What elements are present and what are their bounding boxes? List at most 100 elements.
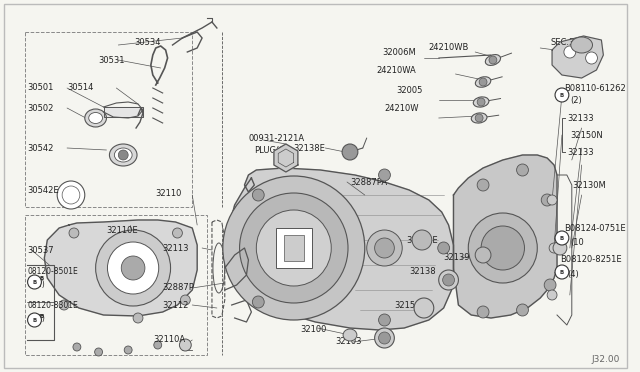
Circle shape	[69, 228, 79, 238]
Text: 30501: 30501	[28, 83, 54, 92]
Circle shape	[179, 339, 191, 351]
Text: 32110: 32110	[156, 189, 182, 198]
Circle shape	[475, 114, 483, 122]
Text: 32110A: 32110A	[153, 336, 185, 344]
Ellipse shape	[476, 77, 491, 87]
Text: 32103: 32103	[335, 337, 362, 346]
Text: 32138: 32138	[409, 267, 436, 276]
Circle shape	[412, 230, 432, 250]
Text: B: B	[33, 317, 36, 323]
Text: 32100: 32100	[301, 326, 327, 334]
Text: SEC.32B: SEC.32B	[550, 38, 586, 46]
Text: J32.00: J32.00	[591, 356, 620, 365]
Text: 32887P: 32887P	[163, 283, 195, 292]
Ellipse shape	[109, 144, 137, 166]
Text: (4): (4)	[35, 314, 45, 323]
Circle shape	[443, 274, 454, 286]
Circle shape	[73, 343, 81, 351]
Text: B: B	[560, 235, 564, 241]
Text: 08120-8501E: 08120-8501E	[28, 267, 78, 276]
Text: 32139: 32139	[444, 253, 470, 263]
Bar	[25, 32, 192, 207]
Circle shape	[95, 230, 170, 306]
Text: (2): (2)	[570, 96, 582, 105]
Bar	[276, 228, 312, 268]
Text: 32887PA: 32887PA	[350, 177, 387, 186]
Circle shape	[62, 186, 80, 204]
Ellipse shape	[84, 109, 106, 127]
Circle shape	[516, 304, 529, 316]
Bar	[116, 252, 150, 284]
Ellipse shape	[485, 55, 500, 65]
Circle shape	[544, 279, 556, 291]
Text: 32133: 32133	[567, 113, 593, 122]
Text: 32138E: 32138E	[294, 144, 326, 153]
Text: 32130M: 32130M	[572, 180, 605, 189]
Circle shape	[239, 193, 348, 303]
Circle shape	[28, 313, 42, 327]
Text: 32113: 32113	[163, 244, 189, 253]
Circle shape	[133, 313, 143, 323]
Circle shape	[28, 275, 42, 289]
Circle shape	[479, 78, 487, 86]
Text: 30542: 30542	[28, 144, 54, 153]
Circle shape	[374, 328, 394, 348]
Circle shape	[379, 169, 390, 181]
Text: 24210WA: 24210WA	[376, 65, 417, 74]
Circle shape	[489, 56, 497, 64]
Circle shape	[59, 300, 69, 310]
Ellipse shape	[471, 113, 487, 123]
Text: 00931-2121A: 00931-2121A	[248, 134, 305, 142]
Circle shape	[374, 238, 394, 258]
Text: 30514: 30514	[67, 83, 93, 92]
Circle shape	[95, 348, 102, 356]
Text: (10: (10	[570, 237, 584, 247]
Circle shape	[475, 247, 491, 263]
Polygon shape	[454, 155, 557, 318]
Text: 32110E: 32110E	[106, 225, 138, 234]
Text: B: B	[39, 276, 44, 280]
Circle shape	[121, 256, 145, 280]
Text: 24210W: 24210W	[385, 103, 419, 112]
Polygon shape	[228, 168, 454, 330]
Ellipse shape	[571, 37, 593, 53]
Text: 32150N: 32150N	[570, 131, 603, 140]
Text: B08120-8251E: B08120-8251E	[560, 256, 621, 264]
Circle shape	[57, 181, 84, 209]
Circle shape	[173, 228, 182, 238]
Circle shape	[342, 144, 358, 160]
Circle shape	[154, 341, 162, 349]
Circle shape	[555, 231, 569, 245]
Circle shape	[564, 46, 576, 58]
Circle shape	[252, 189, 264, 201]
Polygon shape	[552, 36, 604, 78]
Text: 24210WB: 24210WB	[429, 42, 469, 51]
Text: PLUG(1): PLUG(1)	[254, 145, 288, 154]
Circle shape	[481, 226, 524, 270]
Text: 30531: 30531	[99, 55, 125, 64]
Text: 30542E: 30542E	[28, 186, 60, 195]
Ellipse shape	[115, 148, 132, 162]
Circle shape	[438, 242, 449, 254]
Text: (4): (4)	[567, 269, 579, 279]
Circle shape	[555, 88, 569, 102]
Ellipse shape	[474, 97, 489, 107]
Circle shape	[477, 98, 485, 106]
Ellipse shape	[228, 258, 244, 282]
Circle shape	[108, 242, 159, 294]
Circle shape	[547, 290, 557, 300]
Text: 32112: 32112	[163, 301, 189, 310]
Polygon shape	[274, 144, 298, 172]
Circle shape	[379, 314, 390, 326]
Text: 30534: 30534	[134, 38, 161, 46]
Text: B: B	[39, 314, 44, 318]
Circle shape	[553, 241, 567, 255]
Circle shape	[367, 230, 402, 266]
Text: B: B	[560, 269, 564, 275]
Circle shape	[180, 295, 190, 305]
Polygon shape	[104, 107, 143, 117]
Circle shape	[547, 195, 557, 205]
Text: 32150M: 32150M	[394, 301, 428, 310]
Text: 08120-8301E: 08120-8301E	[28, 301, 78, 310]
Text: 32006M: 32006M	[383, 48, 416, 57]
